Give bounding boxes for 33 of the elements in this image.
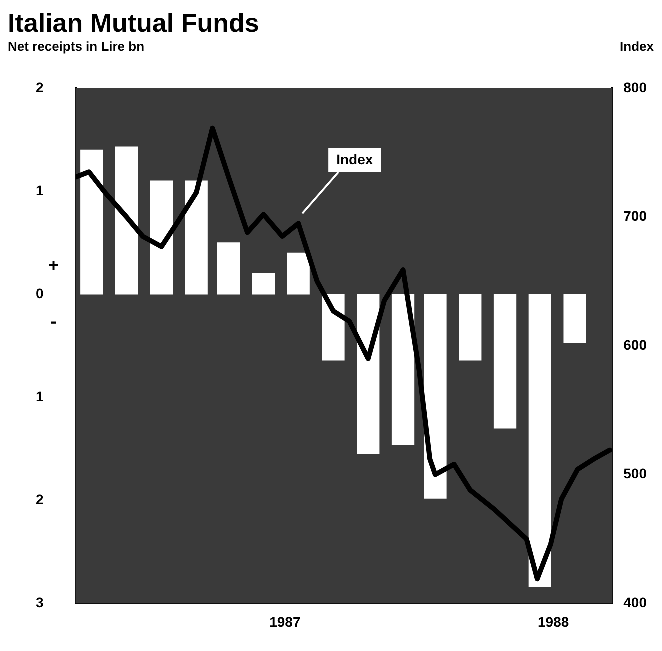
x-tick-label: 1987 xyxy=(270,614,301,630)
y2-axis-title: Index xyxy=(620,38,654,56)
bar xyxy=(252,274,276,295)
bar xyxy=(217,242,240,295)
bar xyxy=(392,294,415,446)
bar xyxy=(564,294,586,344)
y-axis-title: Net receipts in Lire bn xyxy=(8,38,145,56)
bar xyxy=(494,294,517,429)
y-tick-label: 3 xyxy=(36,594,44,610)
y-tick-label: 2 xyxy=(36,491,44,508)
y2-tick-label: 400 xyxy=(624,594,648,610)
text: + xyxy=(48,255,60,276)
y2-tick-label: 700 xyxy=(624,208,648,224)
chart-title: Italian Mutual Funds xyxy=(8,8,260,38)
y2-tick-label: 500 xyxy=(624,466,648,482)
bar xyxy=(287,252,310,295)
x-tick-label: 1988 xyxy=(538,614,570,630)
text: Index xyxy=(336,151,374,168)
bar xyxy=(424,294,447,499)
y-tick-label: 2 xyxy=(36,79,44,96)
y-tick-label: 0 xyxy=(36,285,44,302)
y-tick-label: 1 xyxy=(36,182,44,198)
bar xyxy=(80,150,104,295)
bar xyxy=(185,180,208,295)
bar xyxy=(528,294,552,588)
y-tick-label: 1 xyxy=(36,388,44,404)
text: - xyxy=(50,311,57,332)
bar xyxy=(150,180,174,295)
y2-tick-label: 800 xyxy=(624,79,648,96)
bar xyxy=(115,146,138,295)
bar xyxy=(459,294,482,361)
y2-tick-label: 600 xyxy=(624,336,648,353)
bar xyxy=(357,294,380,455)
